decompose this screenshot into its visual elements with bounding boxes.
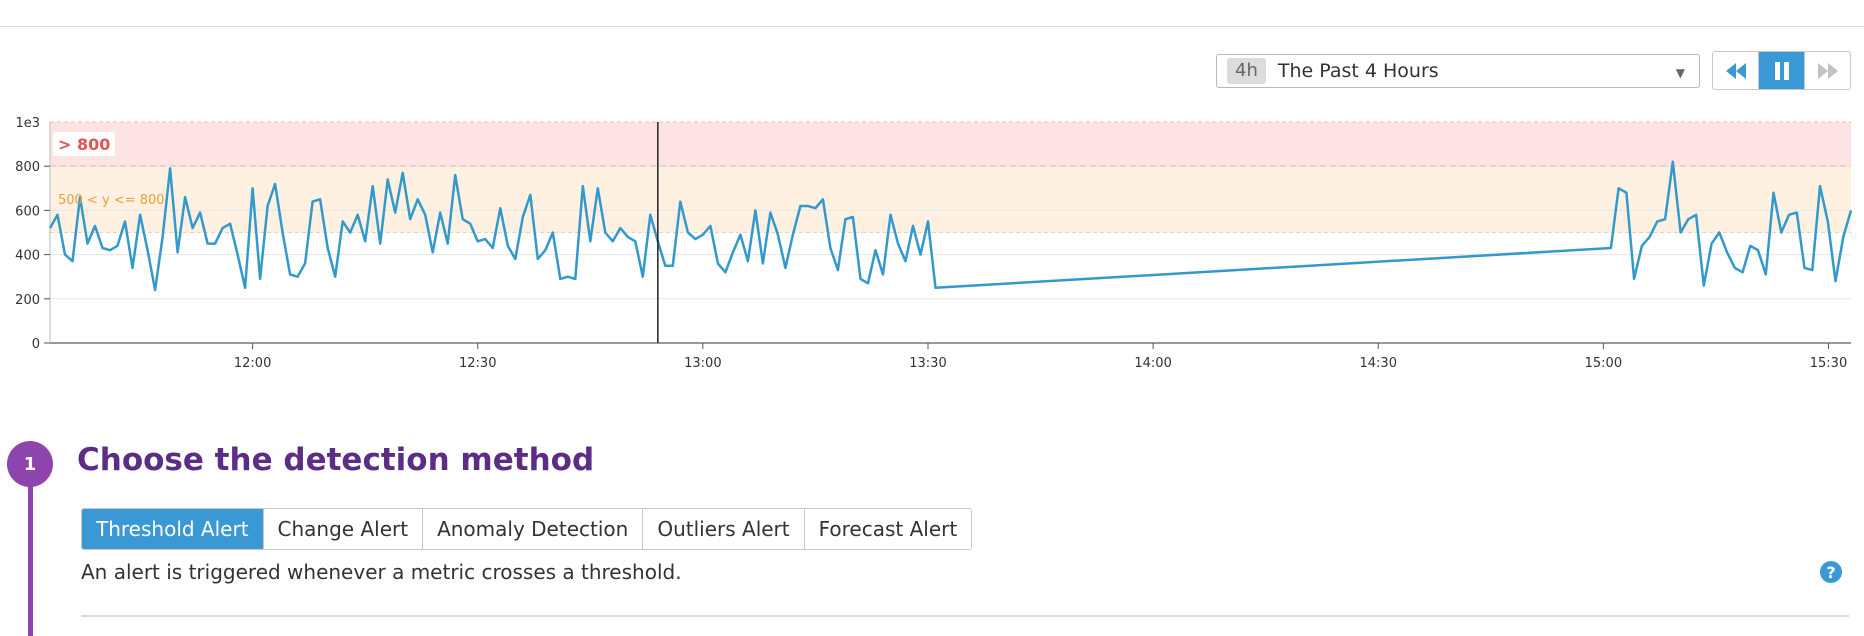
rewind-button[interactable] — [1713, 52, 1759, 89]
warning-threshold-band — [50, 166, 1851, 233]
top-divider — [0, 26, 1864, 27]
y-tick-label: 400 — [15, 249, 40, 264]
tab-forecast-alert[interactable]: Forecast Alert — [804, 509, 972, 549]
timeframe-label: The Past 4 Hours — [1277, 60, 1439, 82]
alert-threshold-band — [50, 122, 1851, 167]
rewind-icon — [1725, 62, 1746, 79]
tab-anomaly-detection[interactable]: Anomaly Detection — [423, 509, 644, 549]
pause-button[interactable] — [1759, 52, 1805, 89]
method-description: An alert is triggered whenever a metric … — [81, 560, 682, 584]
x-tick-label: 15:30 — [1810, 356, 1847, 371]
fast-forward-icon — [1817, 62, 1838, 79]
detection-method-tabs: Threshold Alert Change Alert Anomaly Detec… — [81, 508, 973, 550]
pause-icon — [1774, 61, 1789, 80]
y-tick-label: 800 — [15, 160, 40, 175]
x-tick-label: 13:00 — [684, 356, 721, 371]
y-multiplier-label: 1e3 — [15, 116, 40, 131]
timeframe-badge: 4h — [1227, 58, 1266, 84]
step-number-badge: 1 — [7, 441, 53, 487]
tab-threshold-alert[interactable]: Threshold Alert — [82, 509, 264, 549]
section-divider — [81, 615, 1849, 617]
alert-label-background — [53, 132, 115, 157]
warning-threshold-label: 500 < y <= 800 — [58, 193, 165, 208]
y-tick-label: 200 — [15, 293, 40, 308]
metric-chart[interactable]: 0 200 400 600 800 1e3 12:00 12:30 13:00 13:30 14:… — [0, 108, 1864, 378]
tab-outliers-alert[interactable]: Outliers Alert — [643, 509, 805, 549]
x-tick-label: 12:30 — [459, 356, 496, 371]
alert-threshold-label: > 800 — [58, 135, 110, 154]
help-icon[interactable]: ? — [1820, 561, 1842, 583]
section-title: Choose the detection method — [77, 442, 595, 478]
fast-forward-button[interactable] — [1805, 52, 1850, 89]
x-tick-label: 14:30 — [1360, 356, 1397, 371]
x-tick-label: 12:00 — [234, 356, 271, 371]
tab-change-alert[interactable]: Change Alert — [263, 509, 424, 549]
x-tick-label: 13:30 — [909, 356, 946, 371]
y-tick-label: 600 — [15, 204, 40, 219]
timeframe-selector[interactable]: 4h The Past 4 Hours ▼ — [1216, 54, 1700, 88]
playback-controls — [1712, 51, 1851, 90]
caret-down-icon: ▼ — [1675, 66, 1685, 80]
x-tick-label: 14:00 — [1134, 356, 1171, 371]
x-tick-label: 15:00 — [1585, 356, 1622, 371]
step-connector — [28, 464, 33, 636]
metric-series-line — [48, 160, 1853, 292]
y-tick-label: 0 — [32, 337, 40, 352]
